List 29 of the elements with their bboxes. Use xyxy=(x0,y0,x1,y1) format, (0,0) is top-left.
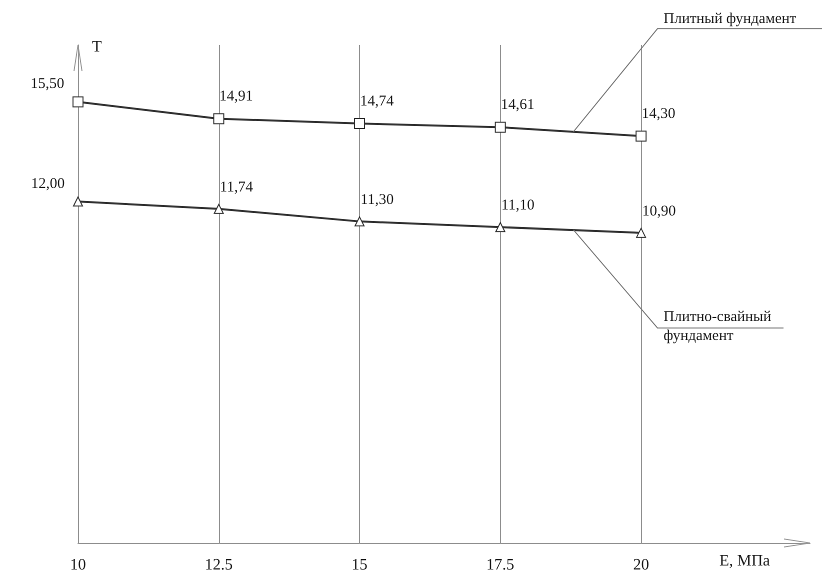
data-label: 11,10 xyxy=(501,198,535,214)
x-tick-label: 10 xyxy=(70,556,86,574)
data-label: 11,30 xyxy=(360,192,394,208)
data-label: 11,74 xyxy=(220,179,254,196)
text: Плитный фундамент xyxy=(664,10,798,29)
point xyxy=(73,196,83,207)
point xyxy=(214,204,224,214)
point xyxy=(636,228,646,238)
x-tick-label: 20 xyxy=(633,556,650,574)
data-label: 12,00 xyxy=(31,176,65,192)
point xyxy=(494,122,506,133)
x-axis-title: E, МПа xyxy=(719,552,770,570)
data-label: 14,74 xyxy=(360,94,394,110)
data-label: 10,90 xyxy=(642,203,676,220)
data-label: 14,30 xyxy=(642,106,676,122)
point xyxy=(213,113,224,124)
text: Плитно-свайный фундамент xyxy=(664,308,772,346)
x-tick-label: 15 xyxy=(352,556,368,574)
point xyxy=(636,130,647,142)
data-label: 15,50 xyxy=(30,76,64,92)
point xyxy=(354,118,366,130)
data-label: 14,91 xyxy=(219,88,254,105)
point xyxy=(495,222,506,232)
x-tick-label: 17.5 xyxy=(486,556,514,574)
data-label: 14,61 xyxy=(500,97,535,114)
point xyxy=(72,96,84,108)
point xyxy=(354,216,365,226)
y-axis-title: T xyxy=(92,38,102,56)
x-tick-label: 12.5 xyxy=(204,556,233,574)
